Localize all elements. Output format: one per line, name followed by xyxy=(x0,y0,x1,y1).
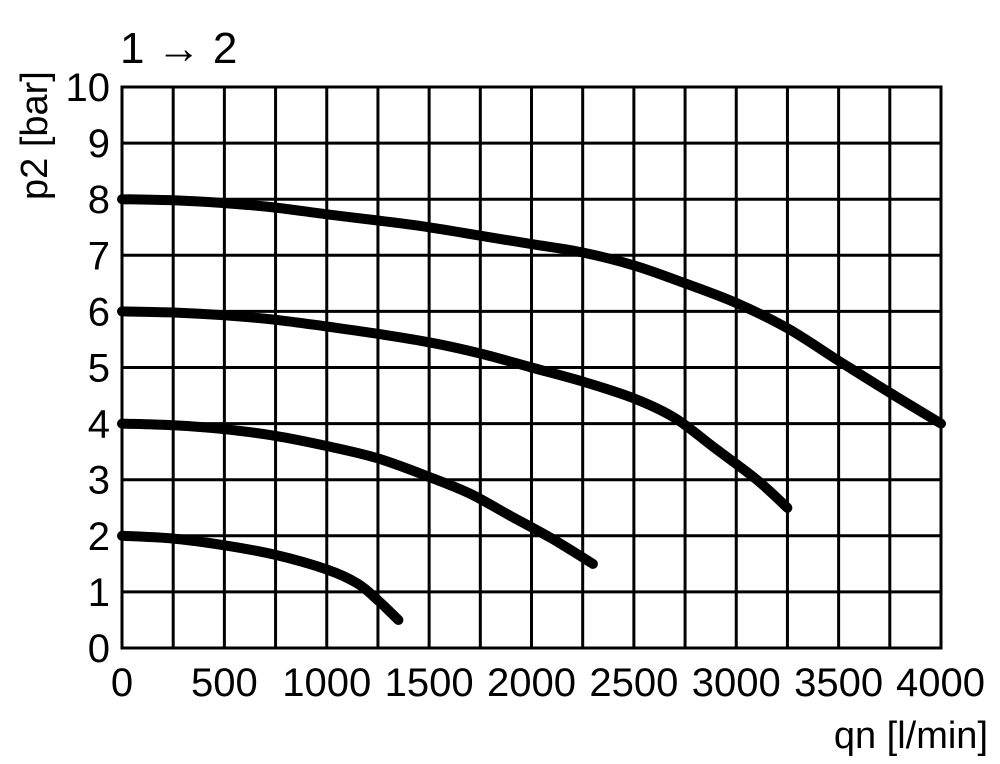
series-layer xyxy=(117,194,946,625)
x-tick-label: 3000 xyxy=(692,661,781,705)
x-tick-labels: 0 500 1000 1500 2000 2500 3000 3500 4000 xyxy=(111,661,985,705)
y-tick-label: 6 xyxy=(88,290,110,334)
x-tick-label: 1500 xyxy=(385,661,474,705)
x-axis-label: qn [l/min] xyxy=(834,715,988,757)
plot-frame xyxy=(120,85,943,650)
y-tick-label: 5 xyxy=(88,347,110,391)
series-line-2 xyxy=(117,306,793,513)
y-tick-label: 10 xyxy=(66,66,111,110)
y-axis-label: p2 [bar] xyxy=(14,71,56,200)
chart-title: 1 → 2 xyxy=(120,24,237,73)
y-tick-label: 8 xyxy=(88,178,110,222)
y-tick-label: 1 xyxy=(88,571,110,615)
series-line-4 xyxy=(117,530,404,625)
x-tick-label: 1000 xyxy=(282,661,371,705)
y-tick-label: 3 xyxy=(88,459,110,503)
x-tick-label: 2500 xyxy=(589,661,678,705)
x-tick-label: 0 xyxy=(111,661,133,705)
series-line-1 xyxy=(117,194,946,429)
x-tick-label: 3500 xyxy=(794,661,883,705)
x-tick-label: 500 xyxy=(191,661,258,705)
x-tick-label: 4000 xyxy=(896,661,985,705)
y-tick-label: 9 xyxy=(88,122,110,166)
y-tick-label: 7 xyxy=(88,234,110,278)
y-tick-label: 2 xyxy=(88,515,110,559)
series-line-3 xyxy=(117,418,598,569)
y-tick-label: 4 xyxy=(88,403,110,447)
y-tick-label: 0 xyxy=(88,627,110,671)
x-tick-label: 2000 xyxy=(487,661,576,705)
y-tick-labels: 0 1 2 3 4 5 6 7 8 9 10 xyxy=(66,66,111,671)
